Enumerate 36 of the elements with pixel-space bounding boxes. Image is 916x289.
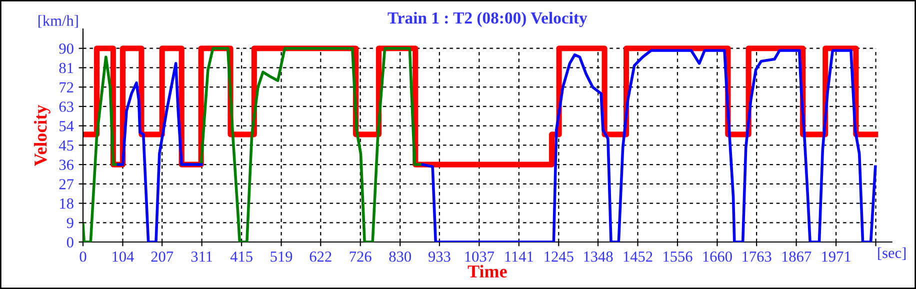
x-tick-label: 104: [112, 251, 134, 262]
y-tick-label: 63: [59, 102, 74, 112]
y-tick-label: 72: [60, 82, 74, 92]
x-tick-label: 933: [428, 252, 450, 262]
y-tick-label: 9: [66, 218, 74, 228]
chart-title: Train 1 : T2 (08:00) Velocity: [388, 12, 588, 28]
x-tick-label: 1660: [703, 251, 732, 262]
x-tick-label: 519: [270, 252, 292, 262]
x-tick-label: 1348: [584, 251, 613, 262]
y-tick-label: 45: [58, 140, 74, 151]
x-tick-label: 1245: [544, 252, 574, 262]
x-tick-label: 1763: [742, 252, 772, 262]
x-axis-title: Time: [468, 264, 507, 278]
x-tick-label: 207: [151, 251, 174, 262]
x-tick-label: 1452: [624, 252, 652, 262]
y-axis-title: Velocity: [34, 104, 50, 166]
x-tick-label: 311: [191, 252, 212, 262]
y-tick-label: 81: [59, 62, 74, 74]
y-tick-label: 54: [60, 121, 74, 132]
text: [sec]: [878, 247, 906, 260]
x-tick-label: 0: [80, 251, 86, 262]
x-tick-label: 1867: [782, 251, 812, 262]
text: [km/h]: [38, 15, 78, 28]
x-tick-label: 415: [230, 252, 252, 262]
y-tick-label: 18: [60, 198, 74, 209]
y-tick-label: 36: [59, 160, 74, 170]
y-tick-label: 27: [59, 179, 74, 190]
x-tick-label: 726: [350, 252, 372, 262]
x-tick-label: 1037: [465, 251, 494, 262]
x-tick-label: 622: [310, 252, 332, 262]
x-tick-label: 1556: [664, 252, 692, 262]
x-tick-label: 1141: [505, 252, 534, 262]
y-tick-label: 90: [59, 44, 74, 54]
y-tick-label: 0: [66, 237, 74, 248]
x-tick-label: 1971: [822, 252, 850, 262]
x-tick-label: 830: [389, 251, 411, 262]
